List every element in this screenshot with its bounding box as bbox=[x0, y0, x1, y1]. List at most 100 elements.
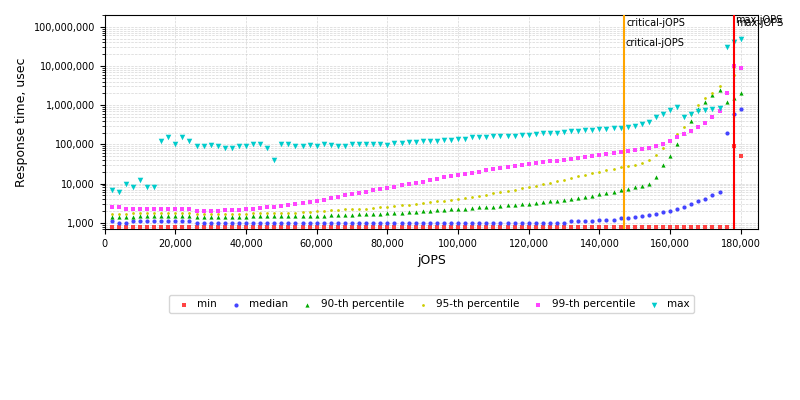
99-th percentile bbox=[501, 164, 514, 170]
99-th percentile bbox=[119, 206, 132, 212]
median bbox=[353, 220, 366, 226]
Text: critical-jOPS: critical-jOPS bbox=[626, 38, 685, 48]
max bbox=[218, 145, 231, 151]
99-th percentile bbox=[154, 206, 167, 212]
max bbox=[657, 111, 670, 117]
Text: critical-jOPS: critical-jOPS bbox=[627, 18, 686, 28]
max bbox=[713, 105, 726, 111]
max bbox=[430, 138, 443, 144]
95-th percentile bbox=[727, 72, 740, 78]
max bbox=[318, 141, 330, 148]
95-th percentile bbox=[289, 210, 302, 216]
min bbox=[126, 223, 139, 230]
90-th percentile bbox=[374, 210, 386, 217]
90-th percentile bbox=[473, 204, 486, 210]
90-th percentile bbox=[112, 214, 125, 220]
95-th percentile bbox=[565, 175, 578, 181]
max bbox=[670, 104, 683, 110]
95-th percentile bbox=[628, 162, 641, 168]
median bbox=[430, 220, 443, 226]
min bbox=[416, 223, 429, 230]
95-th percentile bbox=[106, 210, 118, 217]
min bbox=[148, 223, 161, 230]
90-th percentile bbox=[183, 213, 196, 219]
median bbox=[112, 220, 125, 226]
99-th percentile bbox=[254, 205, 266, 211]
95-th percentile bbox=[466, 194, 478, 200]
90-th percentile bbox=[706, 92, 719, 98]
median bbox=[494, 220, 507, 226]
99-th percentile bbox=[183, 206, 196, 212]
99-th percentile bbox=[480, 167, 493, 174]
90-th percentile bbox=[515, 201, 528, 207]
99-th percentile bbox=[445, 173, 458, 180]
min bbox=[593, 223, 606, 230]
max bbox=[720, 44, 733, 50]
min bbox=[119, 223, 132, 230]
90-th percentile bbox=[211, 214, 224, 220]
95-th percentile bbox=[268, 210, 281, 216]
median bbox=[522, 220, 535, 226]
99-th percentile bbox=[388, 183, 401, 190]
95-th percentile bbox=[282, 210, 295, 216]
median bbox=[218, 220, 231, 226]
min bbox=[452, 223, 465, 230]
99-th percentile bbox=[410, 180, 422, 186]
99-th percentile bbox=[303, 199, 316, 205]
99-th percentile bbox=[622, 148, 634, 155]
90-th percentile bbox=[727, 95, 740, 102]
max bbox=[600, 126, 613, 132]
95-th percentile bbox=[515, 185, 528, 192]
min bbox=[325, 223, 338, 230]
max bbox=[246, 141, 259, 148]
99-th percentile bbox=[685, 128, 698, 134]
min bbox=[727, 143, 740, 149]
max bbox=[310, 143, 323, 149]
min bbox=[367, 223, 380, 230]
min bbox=[628, 223, 641, 230]
95-th percentile bbox=[537, 181, 550, 188]
median bbox=[176, 218, 189, 224]
median bbox=[579, 218, 592, 224]
90-th percentile bbox=[148, 213, 161, 219]
90-th percentile bbox=[416, 208, 429, 214]
median bbox=[360, 220, 373, 226]
max bbox=[254, 141, 266, 148]
max bbox=[727, 39, 740, 46]
min bbox=[501, 223, 514, 230]
90-th percentile bbox=[154, 213, 167, 219]
95-th percentile bbox=[713, 83, 726, 90]
max bbox=[275, 141, 288, 148]
median bbox=[734, 106, 747, 112]
min bbox=[558, 223, 570, 230]
max bbox=[126, 184, 139, 190]
median bbox=[233, 220, 246, 226]
median bbox=[338, 220, 351, 226]
99-th percentile bbox=[543, 158, 556, 165]
95-th percentile bbox=[438, 197, 450, 204]
median bbox=[402, 220, 415, 226]
99-th percentile bbox=[706, 114, 719, 120]
90-th percentile bbox=[586, 192, 598, 199]
median bbox=[530, 220, 542, 226]
99-th percentile bbox=[106, 204, 118, 210]
median bbox=[367, 220, 380, 226]
90-th percentile bbox=[331, 212, 344, 218]
min bbox=[650, 223, 662, 230]
90-th percentile bbox=[106, 214, 118, 220]
median bbox=[586, 218, 598, 224]
max bbox=[148, 184, 161, 190]
min bbox=[360, 223, 373, 230]
99-th percentile bbox=[635, 146, 648, 152]
99-th percentile bbox=[296, 200, 309, 206]
99-th percentile bbox=[537, 159, 550, 166]
max bbox=[699, 107, 712, 113]
99-th percentile bbox=[438, 174, 450, 181]
min bbox=[233, 223, 246, 230]
min bbox=[473, 223, 486, 230]
min bbox=[388, 223, 401, 230]
median bbox=[438, 220, 450, 226]
max bbox=[537, 130, 550, 137]
99-th percentile bbox=[558, 156, 570, 163]
95-th percentile bbox=[275, 210, 288, 216]
